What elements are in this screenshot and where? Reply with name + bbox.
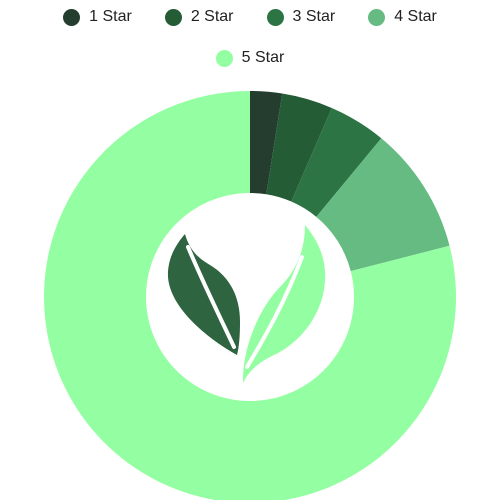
donut-slices xyxy=(44,91,456,500)
slice-5-star xyxy=(44,91,456,500)
legend-label-4-star: 4 Star xyxy=(394,8,437,25)
legend-label-1-star: 1 Star xyxy=(89,8,132,25)
legend-item-5-star: 5 Star xyxy=(215,49,285,67)
slice-2-star xyxy=(266,93,332,202)
legend-item-4-star: 4 Star xyxy=(368,8,437,26)
legend-label-5-star: 5 Star xyxy=(241,49,285,66)
slice-4-star xyxy=(316,138,450,272)
legend-swatch-4-star xyxy=(368,8,386,26)
legend-item-3-star: 3 Star xyxy=(266,8,336,26)
leaf-light-icon xyxy=(242,225,326,383)
slice-1-star xyxy=(250,91,283,195)
legend-swatch-1-star xyxy=(63,8,81,26)
legend-row-1: 1 Star 2 Star 3 Star 4 Star xyxy=(0,1,500,33)
leaf-light-vein-icon xyxy=(245,255,304,369)
legend-swatch-5-star xyxy=(215,49,233,67)
slice-3-star xyxy=(291,107,382,217)
leaf-dark-vein-icon xyxy=(186,245,236,349)
legend-swatch-3-star xyxy=(266,8,284,26)
legend-swatch-2-star xyxy=(164,8,182,26)
legend-item-1-star: 1 Star xyxy=(63,8,132,26)
legend-label-3-star: 3 Star xyxy=(292,8,336,25)
legend-item-2-star: 2 Star xyxy=(164,8,234,26)
chart-legend: 1 Star 2 Star 3 Star 4 Star 5 Star xyxy=(0,0,500,74)
legend-label-2-star: 2 Star xyxy=(190,8,234,25)
leaf-logo-icon xyxy=(167,225,326,383)
legend-row-2: 5 Star xyxy=(0,42,500,74)
